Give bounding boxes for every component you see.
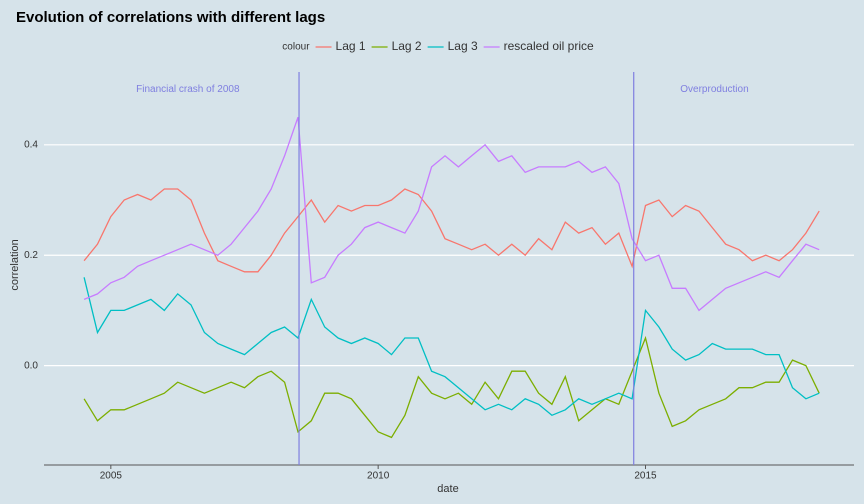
legend-label: Lag 3 bbox=[448, 39, 478, 53]
series-line bbox=[83, 277, 820, 417]
y-tick-label: 0.2 bbox=[24, 250, 38, 261]
series-line bbox=[83, 335, 820, 439]
chart-title: Evolution of correlations with different… bbox=[16, 9, 325, 26]
y-tick-label: 0.4 bbox=[24, 139, 38, 150]
legend-label: rescaled oil price bbox=[504, 39, 594, 53]
x-axis-label: date bbox=[437, 483, 458, 495]
legend-title: colour bbox=[282, 42, 310, 53]
x-tick-label: 2015 bbox=[634, 471, 657, 482]
y-axis-label: correlation bbox=[9, 239, 21, 290]
annotation: Overproduction bbox=[680, 84, 748, 95]
legend-label: Lag 2 bbox=[392, 39, 422, 53]
x-tick-label: 2010 bbox=[367, 471, 390, 482]
legend-label: Lag 1 bbox=[336, 39, 366, 53]
x-tick-label: 2005 bbox=[100, 471, 123, 482]
series-line bbox=[83, 116, 820, 312]
series-line bbox=[83, 188, 820, 273]
annotation: Financial crash of 2008 bbox=[136, 84, 240, 95]
y-tick-label: 0.0 bbox=[24, 360, 38, 371]
